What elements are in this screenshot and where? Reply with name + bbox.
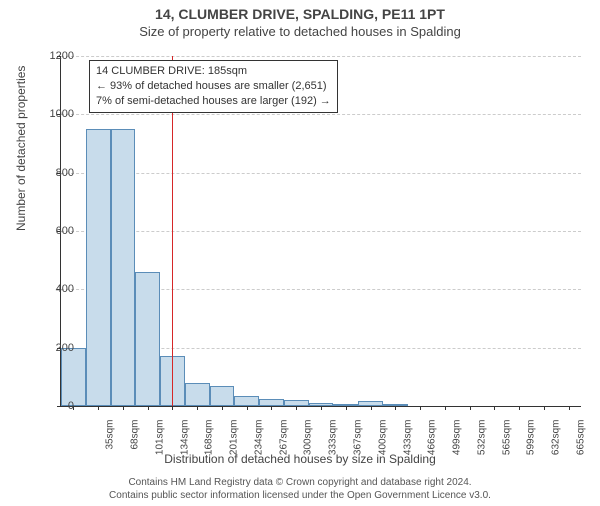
xtick [569, 406, 570, 410]
bar [86, 129, 111, 406]
xtick-label: 234sqm [253, 420, 264, 460]
ytick-label: 0 [34, 400, 74, 412]
page-title: 14, CLUMBER DRIVE, SPALDING, PE11 1PT [0, 6, 600, 22]
footer-line1: Contains HM Land Registry data © Crown c… [0, 476, 600, 489]
bar [234, 396, 259, 406]
xtick [321, 406, 322, 410]
xtick [98, 406, 99, 410]
xtick-label: 300sqm [303, 420, 314, 460]
xtick [148, 406, 149, 410]
xtick [271, 406, 272, 410]
bar [185, 383, 210, 406]
xtick-label: 466sqm [427, 420, 438, 460]
gridline [61, 56, 581, 57]
gridline [61, 231, 581, 232]
xtick [296, 406, 297, 410]
info-line: 14 CLUMBER DRIVE: 185sqm [96, 64, 331, 79]
xtick [470, 406, 471, 410]
page-subtitle: Size of property relative to detached ho… [0, 24, 600, 39]
xtick-label: 168sqm [204, 420, 215, 460]
bar [135, 272, 160, 406]
xtick [172, 406, 173, 410]
xtick [123, 406, 124, 410]
xtick [420, 406, 421, 410]
xtick [494, 406, 495, 410]
xtick-label: 201sqm [229, 420, 240, 460]
xtick-label: 35sqm [105, 420, 116, 460]
ytick-label: 1200 [34, 50, 74, 62]
xtick [544, 406, 545, 410]
gridline [61, 114, 581, 115]
xtick [395, 406, 396, 410]
ytick-label: 400 [34, 283, 74, 295]
footer-line2: Contains public sector information licen… [0, 489, 600, 502]
xtick [247, 406, 248, 410]
chart-area: 14 CLUMBER DRIVE: 185sqm← 93% of detache… [60, 56, 580, 406]
xtick-label: 68sqm [130, 420, 141, 460]
xtick-label: 632sqm [551, 420, 562, 460]
xtick [346, 406, 347, 410]
xtick [371, 406, 372, 410]
xtick-label: 433sqm [402, 420, 413, 460]
xtick [197, 406, 198, 410]
xtick-label: 565sqm [501, 420, 512, 460]
xtick [519, 406, 520, 410]
ytick-label: 1000 [34, 108, 74, 120]
xtick-label: 499sqm [452, 420, 463, 460]
xtick-label: 532sqm [476, 420, 487, 460]
xtick [222, 406, 223, 410]
xtick-label: 665sqm [575, 420, 586, 460]
xtick-label: 101sqm [154, 420, 165, 460]
gridline [61, 173, 581, 174]
info-line: 7% of semi-detached houses are larger (1… [96, 94, 331, 109]
footer: Contains HM Land Registry data © Crown c… [0, 476, 600, 502]
y-axis-label: Number of detached properties [14, 66, 28, 231]
info-line: ← 93% of detached houses are smaller (2,… [96, 79, 331, 94]
bar [259, 399, 284, 406]
xtick-label: 267sqm [278, 420, 289, 460]
ytick-label: 600 [34, 225, 74, 237]
plot-box: 14 CLUMBER DRIVE: 185sqm← 93% of detache… [60, 56, 581, 407]
xtick-label: 367sqm [353, 420, 364, 460]
info-box: 14 CLUMBER DRIVE: 185sqm← 93% of detache… [89, 60, 338, 113]
xtick-label: 400sqm [377, 420, 388, 460]
xtick [445, 406, 446, 410]
bar [61, 348, 86, 406]
bar [210, 386, 235, 406]
xtick-label: 599sqm [526, 420, 537, 460]
ytick-label: 800 [34, 167, 74, 179]
xtick-label: 134sqm [179, 420, 190, 460]
xtick-label: 333sqm [328, 420, 339, 460]
bar [111, 129, 136, 406]
ytick-label: 200 [34, 342, 74, 354]
